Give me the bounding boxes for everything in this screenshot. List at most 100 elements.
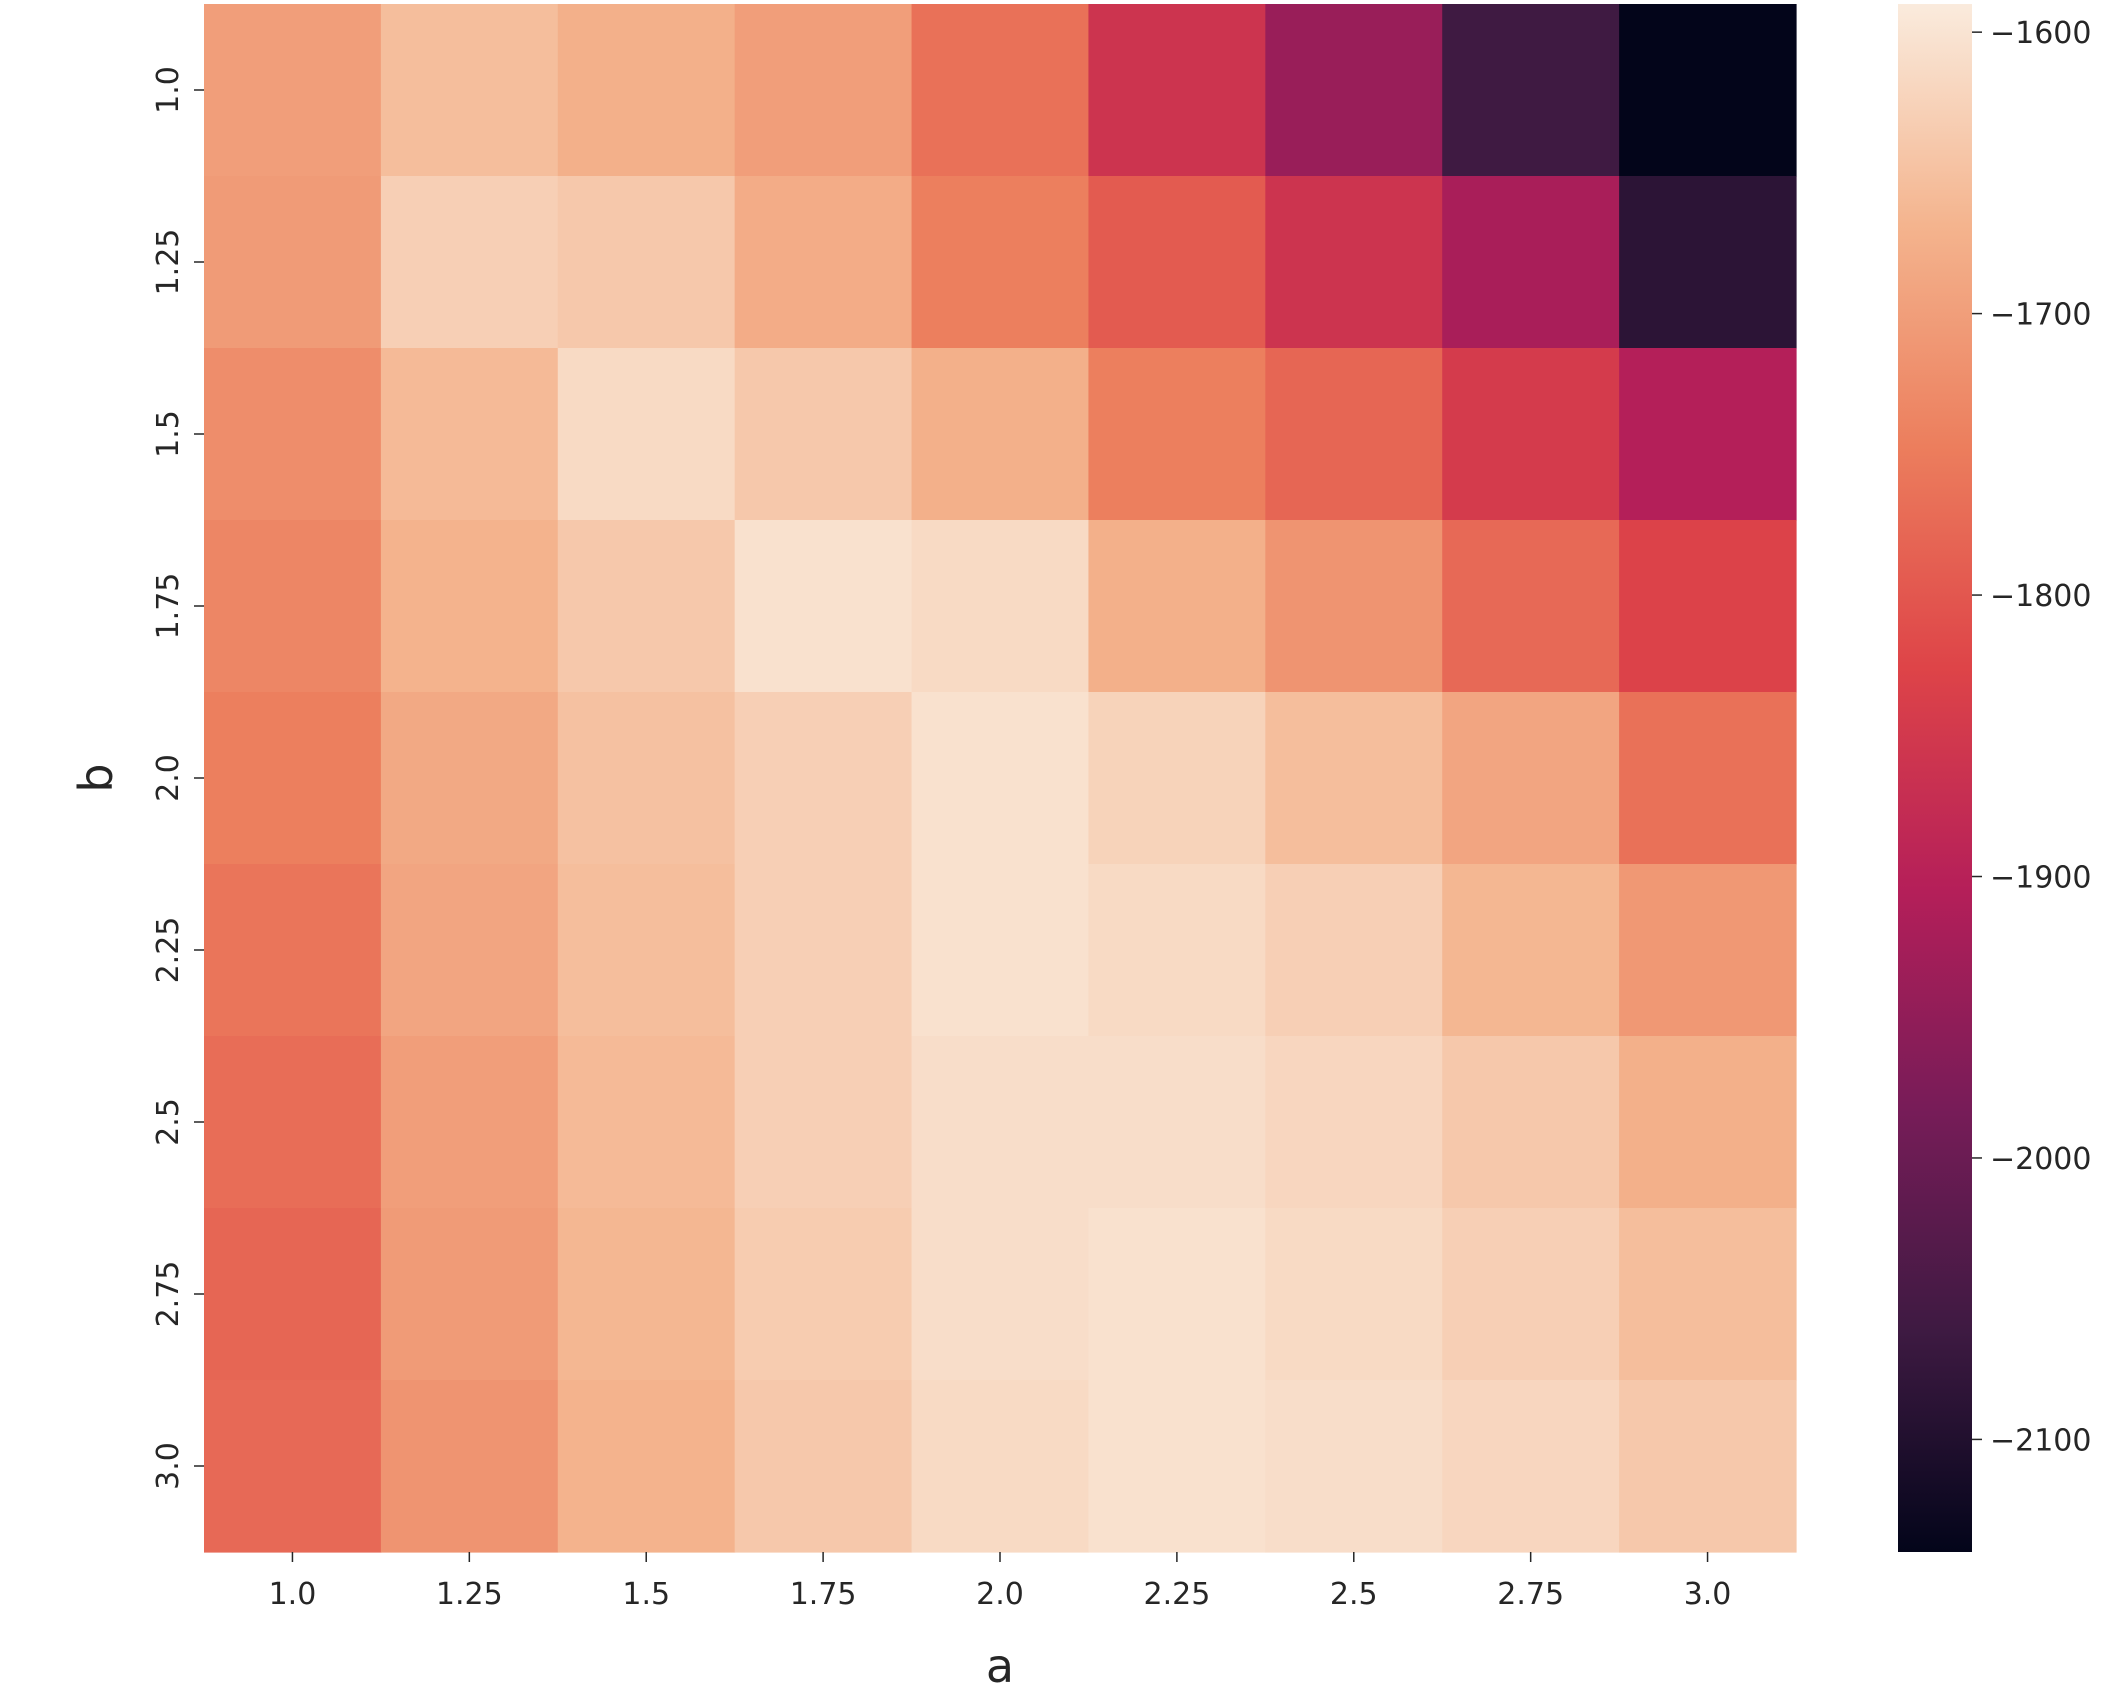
y-tick-label: 2.5 [151,1098,186,1146]
heatmap-cell [734,864,913,1037]
heatmap-cell [1619,692,1797,865]
heatmap-cell [1442,4,1620,177]
heatmap-cell [380,520,559,693]
heatmap-cell [1442,1380,1620,1553]
x-tick-label: 1.0 [269,1577,317,1612]
heatmap-cell [204,1380,382,1553]
heatmap-cell [1442,864,1620,1037]
heatmap-cell [1265,1380,1443,1553]
y-tick-label: 1.25 [151,229,186,296]
colorbar-tick-label: −1800 [1990,579,2091,614]
heatmap-cell [204,1036,382,1209]
heatmap-cell [204,520,382,693]
x-tick-label: 1.25 [436,1577,503,1612]
heatmap-cell [380,176,559,349]
y-tick-label: 3.0 [151,1442,186,1490]
heatmap-cell [1265,176,1443,349]
y-tick-label: 1.0 [151,66,186,114]
colorbar [1898,4,1972,1552]
heatmap-cell [380,1380,559,1553]
heatmap-cell [204,348,382,521]
y-tick-label: 2.25 [151,917,186,984]
heatmap-cell [1619,4,1797,177]
heatmap-cell [557,1036,736,1209]
y-tick-label: 2.0 [151,754,186,802]
heatmap-cell [911,692,1090,865]
heatmap-cell [1088,1380,1266,1553]
heatmap-cell [1619,176,1797,349]
heatmap-cell [557,1380,736,1553]
heatmap-cell [1088,348,1266,521]
heatmap-cell [557,520,736,693]
heatmap-cell [911,520,1090,693]
heatmap-cell [734,1036,913,1209]
heatmap-cell [557,864,736,1037]
colorbar-tick-label: −1700 [1990,298,2091,333]
heatmap-cell [380,864,559,1037]
colorbar-tick-label: −2100 [1990,1423,2091,1458]
heatmap-cell [734,1208,913,1381]
heatmap-cell [1265,864,1443,1037]
heatmap-cell [557,4,736,177]
heatmap-cell [204,692,382,865]
x-tick-label: 2.0 [976,1577,1024,1612]
x-tick-label: 2.25 [1143,1577,1210,1612]
heatmap-cell [380,348,559,521]
heatmap-cell [204,176,382,349]
heatmap-cell [734,1380,913,1553]
heatmap-cell [911,1036,1090,1209]
heatmap-cell [557,692,736,865]
heatmap-cell [734,692,913,865]
heatmap-cell [911,176,1090,349]
heatmap-cell [911,1380,1090,1553]
y-tick-label: 1.75 [151,573,186,640]
heatmap-cell [1619,520,1797,693]
heatmap-cells [204,4,1797,1553]
heatmap-cell [1442,520,1620,693]
x-tick-label: 1.5 [622,1577,670,1612]
heatmap-cell [557,1208,736,1381]
heatmap-cell [911,864,1090,1037]
heatmap-cell [1265,692,1443,865]
heatmap-cell [1265,520,1443,693]
colorbar-tick-label: −2000 [1990,1142,2091,1177]
heatmap-cell [1442,1036,1620,1209]
colorbar-ticks: −1600 −1700 −1800 −1900 −2000 −2100 [1972,16,2091,1458]
heatmap-cell [380,1036,559,1209]
heatmap-cell [380,4,559,177]
x-tick-label: 1.75 [790,1577,857,1612]
y-tick-label: 2.75 [151,1261,186,1328]
heatmap-cell [1088,1036,1266,1209]
heatmap-cell [380,692,559,865]
heatmap-cell [380,1208,559,1381]
x-tick-label: 3.0 [1684,1577,1732,1612]
heatmap-cell [1088,520,1266,693]
heatmap-cell [1442,348,1620,521]
heatmap-cell [204,4,382,177]
heatmap-cell [1088,4,1266,177]
heatmap-cell [734,348,913,521]
heatmap-cell [1265,1036,1443,1209]
colorbar-tick-label: −1900 [1990,861,2091,896]
heatmap-cell [1088,176,1266,349]
heatmap-cell [557,176,736,349]
y-tick-label: 1.5 [151,410,186,458]
heatmap-cell [1619,1380,1797,1553]
heatmap-cell [1442,176,1620,349]
heatmap-cell [1265,1208,1443,1381]
heatmap-cell [1088,1208,1266,1381]
y-axis-title: b [69,763,123,792]
heatmap-cell [1442,1208,1620,1381]
heatmap-cell [1619,1208,1797,1381]
x-axis-title: a [986,1639,1014,1693]
heatmap-cell [1265,348,1443,521]
colorbar-tick-label: −1600 [1990,16,2091,51]
heatmap-cell [911,1208,1090,1381]
heatmap-cell [1619,864,1797,1037]
heatmap-cell [1265,4,1443,177]
x-tick-label: 2.5 [1330,1577,1378,1612]
x-tick-label: 2.75 [1497,1577,1564,1612]
heatmap-cell [911,4,1090,177]
x-axis-ticks: 1.0 1.25 1.5 1.75 2.0 2.25 2.5 2.75 3.0 [269,1552,1732,1612]
heatmap-cell [1088,692,1266,865]
